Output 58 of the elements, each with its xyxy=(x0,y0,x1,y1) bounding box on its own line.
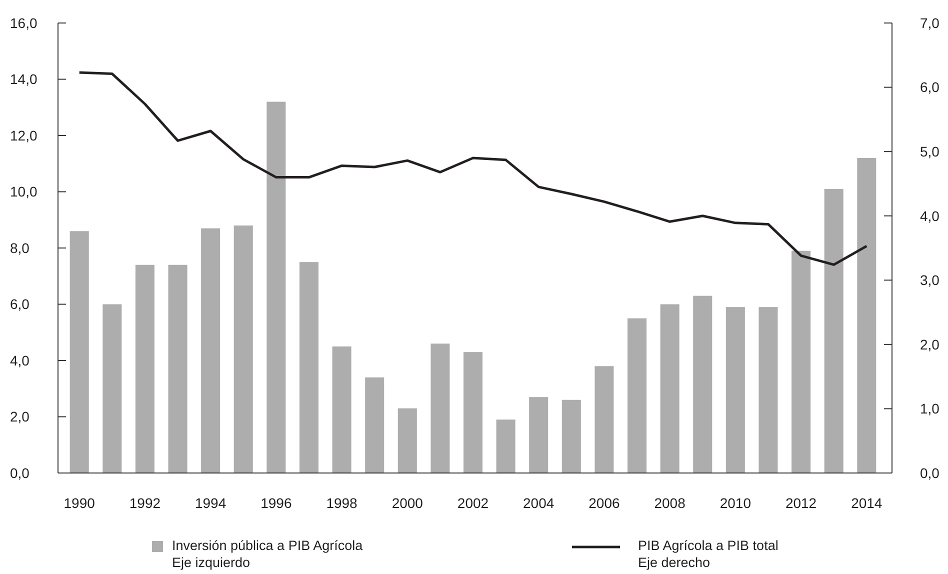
y2-tick-label: 2,0 xyxy=(920,336,940,352)
x-tick-label: 2014 xyxy=(851,495,882,511)
bar xyxy=(168,264,188,473)
bar xyxy=(102,304,122,473)
bar xyxy=(660,304,680,473)
x-tick-label: 1990 xyxy=(64,495,96,511)
x-tick-label: 2006 xyxy=(588,495,620,511)
bar xyxy=(594,366,614,473)
bar xyxy=(562,400,581,473)
y2-tick-label: 3,0 xyxy=(920,272,940,288)
bar xyxy=(332,346,352,473)
y-tick-label: 14,0 xyxy=(10,71,38,88)
bar xyxy=(234,226,253,473)
x-tick-label: 1996 xyxy=(260,495,292,511)
line-series xyxy=(78,71,868,266)
bar xyxy=(529,397,548,473)
x-tick-label: 2002 xyxy=(457,495,489,511)
x-tick-label: 1992 xyxy=(129,495,161,511)
bar xyxy=(463,352,483,473)
x-tick-label: 2000 xyxy=(392,495,424,511)
bar xyxy=(824,188,844,473)
bar xyxy=(726,307,745,473)
y-tick-label: 8,0 xyxy=(10,240,30,256)
y2-tick-label: 7,0 xyxy=(920,14,940,31)
y-tick-label: 0,0 xyxy=(10,464,30,481)
bar xyxy=(430,344,450,473)
x-tick-label: 2004 xyxy=(523,495,554,511)
y-tick-label: 4,0 xyxy=(10,352,30,368)
bar xyxy=(496,420,516,473)
bar xyxy=(758,307,778,473)
x-tick-label: 1998 xyxy=(326,495,358,511)
y2-tick-label: 6,0 xyxy=(920,79,940,96)
bar xyxy=(201,228,220,473)
bar xyxy=(857,158,876,473)
y-tick-label: 6,0 xyxy=(10,296,30,312)
bar xyxy=(693,296,712,473)
y2-tick-label: 5,0 xyxy=(920,143,940,160)
y-tick-label: 16,0 xyxy=(10,14,38,31)
y2-tick-label: 0,0 xyxy=(920,464,940,481)
y-tick-label: 10,0 xyxy=(10,184,38,200)
x-tick-label: 2010 xyxy=(720,495,752,511)
y-tick-label: 12,0 xyxy=(10,127,38,144)
legend-label: PIB Agrícola a PIB total Eje derecho xyxy=(638,538,778,570)
bar xyxy=(792,250,811,473)
x-tick-label: 2012 xyxy=(785,495,817,511)
bar xyxy=(398,408,417,473)
bar xyxy=(628,318,647,473)
bar xyxy=(365,377,384,473)
y2-tick-label: 1,0 xyxy=(920,400,940,417)
bar xyxy=(266,102,286,473)
x-tick-label: 2008 xyxy=(654,495,686,511)
bar xyxy=(135,264,154,473)
bar xyxy=(299,262,318,473)
legend-label: Inversión pública a PIB Agrícola Eje izquierdo xyxy=(172,538,364,570)
x-tick-label: 1994 xyxy=(194,495,226,511)
y2-tick-label: 4,0 xyxy=(920,208,940,224)
bar xyxy=(70,231,89,473)
y-tick-label: 2,0 xyxy=(10,408,30,425)
